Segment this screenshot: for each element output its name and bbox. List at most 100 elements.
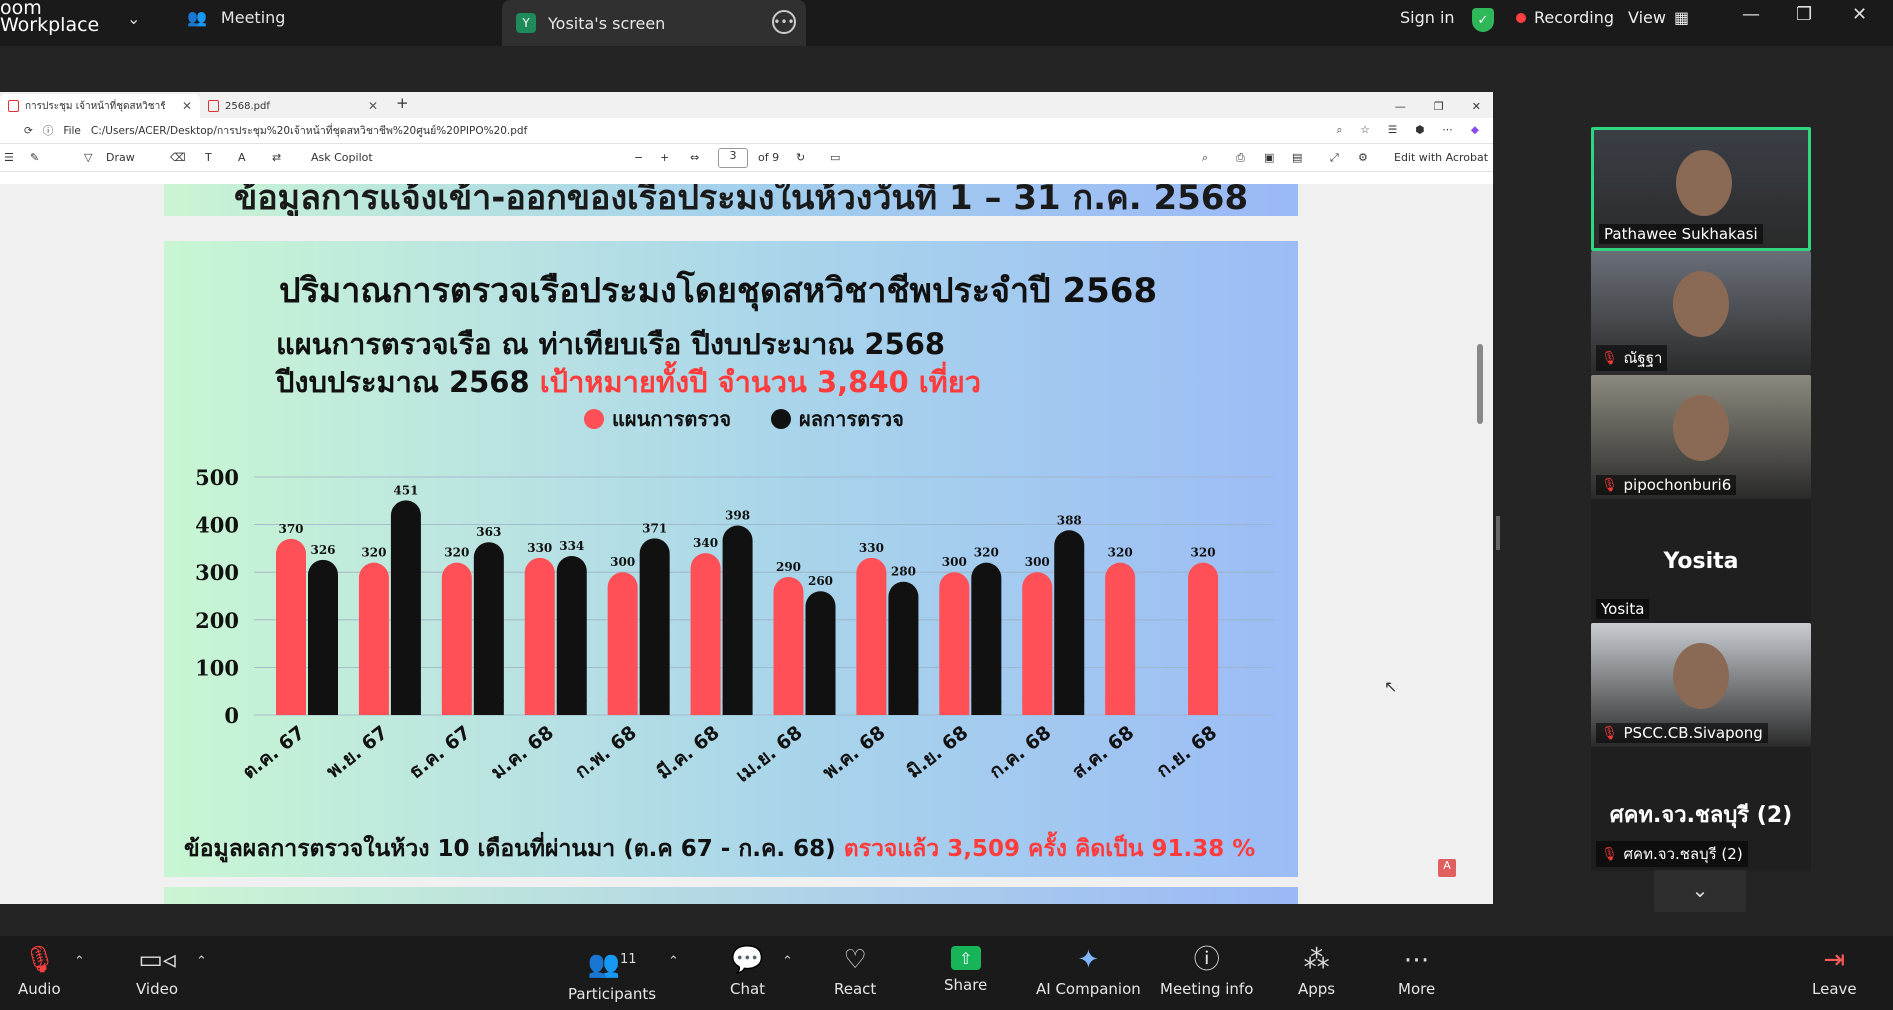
menu-icon[interactable]: ☰	[4, 151, 14, 164]
bar-base	[473, 700, 504, 715]
page-number-input[interactable]: 3	[718, 148, 748, 168]
browser-close-icon[interactable]: ✕	[1471, 99, 1481, 113]
save-as-icon[interactable]: ▤	[1292, 151, 1303, 164]
video-button[interactable]: ▭◃ Video	[136, 946, 178, 998]
mic-muted-icon: 🎙	[1601, 477, 1618, 493]
share-button[interactable]: ⇧ Share	[944, 946, 987, 994]
favorites-icon[interactable]: ☰	[1387, 124, 1398, 136]
acrobat-icon[interactable]: A	[1438, 859, 1456, 877]
apps-button[interactable]: ⁂ Apps	[1298, 946, 1335, 998]
edit-with-acrobat-button[interactable]: Edit with Acrobat	[1394, 151, 1489, 164]
chat-options-chevron-icon[interactable]: ⌃	[782, 954, 793, 969]
panel-resize-handle[interactable]	[1496, 516, 1500, 550]
bar-result	[971, 562, 1002, 715]
zoom-icon[interactable]: ⌕	[1336, 124, 1343, 136]
address-bar[interactable]: ⟳ ⓘ File C:/Users/ACER/Desktop/การประชุม…	[0, 118, 1493, 144]
search-icon[interactable]: ⌕	[1202, 150, 1209, 164]
fullscreen-icon[interactable]: ⤢	[1330, 150, 1339, 164]
participant-face	[1673, 395, 1729, 461]
new-tab-icon[interactable]: +	[396, 94, 409, 112]
rotate-icon[interactable]: ↻	[796, 151, 806, 164]
participants-options-chevron-icon[interactable]: ⌃	[668, 954, 679, 969]
participant-tile[interactable]: Yosita Yosita	[1591, 499, 1811, 623]
audio-options-chevron-icon[interactable]: ⌃	[74, 954, 85, 969]
ask-copilot-button[interactable]: Ask Copilot	[311, 151, 373, 164]
browser-minimize-icon[interactable]: —	[1394, 99, 1406, 113]
participant-tile[interactable]: Pathawee Sukhakasi	[1591, 127, 1811, 251]
copilot-icon[interactable]: ◆	[1470, 124, 1479, 136]
video-options-chevron-icon[interactable]: ⌃	[196, 954, 207, 969]
settings-gear-icon[interactable]: ⚙	[1358, 151, 1368, 164]
bar-result	[805, 591, 836, 715]
tab-label: 2568.pdf	[225, 100, 270, 112]
close-tab-icon[interactable]: ✕	[181, 99, 192, 113]
meeting-menu[interactable]: 👥 Meeting	[187, 8, 285, 27]
bar-base	[1188, 700, 1219, 715]
ai-companion-button[interactable]: ✦ AI Companion	[1036, 946, 1141, 998]
text-box-icon[interactable]: T	[205, 151, 212, 164]
draw-icon[interactable]: ▽	[84, 151, 93, 164]
audio-button[interactable]: 🎙 Audio	[18, 946, 61, 998]
scrollbar-thumb[interactable]	[1477, 344, 1483, 424]
slide-title: ปริมาณการตรวจเรือประมงโดยชุดสหวิชาชีพประ…	[279, 271, 1158, 311]
shared-screen-tab[interactable]: Y Yosita's screen •••	[502, 0, 806, 46]
sign-in-button[interactable]: Sign in	[1400, 8, 1455, 27]
participant-tile[interactable]: ศคท.จว.ชลบุรี (2) 🎙 ศคท.จว.ชลบุรี (2)	[1591, 747, 1811, 871]
data-label: 280	[891, 565, 916, 579]
close-tab-icon[interactable]: ✕	[367, 99, 378, 113]
address-url[interactable]: C:/Users/ACER/Desktop/การประชุม%20เจ้าหน…	[90, 125, 528, 137]
browser-tab-active[interactable]: การประชุม เจ้าหน้าที่ชุดสหวิชาชีพ ศูนย์ …	[0, 94, 200, 118]
footnote-text: ข้อมูลผลการตรวจในห้วง 10 เดือนที่ผ่านมา …	[184, 836, 844, 862]
data-label: 320	[1191, 546, 1216, 560]
highlight-icon[interactable]: ✎	[30, 151, 40, 164]
participants-button[interactable]: 👥11 Participants	[568, 946, 656, 1003]
bar-plan	[358, 562, 389, 715]
security-shield-icon[interactable]: ✓	[1472, 8, 1494, 32]
participant-tile[interactable]: 🎙 ณัฐฐา	[1591, 251, 1811, 375]
translate-icon[interactable]: ⇄	[272, 151, 282, 164]
pdf-viewer[interactable]: ข้อมูลการแจ้งเข้า-ออกของเรือประมงในห้วงว…	[0, 184, 1493, 904]
page-view-icon[interactable]: ▭	[830, 151, 841, 164]
zoom-in-icon[interactable]: +	[660, 151, 670, 164]
browser-tab-strip: การประชุม เจ้าหน้าที่ชุดสหวิชาชีพ ศูนย์ …	[0, 92, 1493, 118]
zoom-out-icon[interactable]: −	[634, 151, 644, 164]
browser-restore-icon[interactable]: ❐	[1433, 99, 1444, 113]
participant-name: ณัฐฐา	[1623, 349, 1663, 367]
mouse-cursor-icon: ↖	[1384, 677, 1398, 696]
vertical-scrollbar[interactable]	[1477, 184, 1485, 904]
y-tick-label: 100	[195, 655, 239, 680]
leave-button[interactable]: ⇥ Leave	[1812, 946, 1857, 998]
more-button[interactable]: ⋯ More	[1398, 946, 1435, 998]
close-icon[interactable]: ✕	[1852, 4, 1868, 25]
participant-tile[interactable]: 🎙 pipochonburi6	[1591, 375, 1811, 499]
browser-tab[interactable]: 2568.pdf ✕	[200, 94, 386, 118]
minimize-icon[interactable]: —	[1742, 4, 1760, 25]
bar-base	[441, 700, 472, 715]
draw-button[interactable]: Draw	[106, 151, 135, 164]
chat-button[interactable]: 💬 Chat	[730, 946, 765, 998]
read-aloud-icon[interactable]: A	[238, 151, 246, 164]
participant-face	[1673, 271, 1729, 337]
react-button[interactable]: ♡ React	[834, 946, 876, 998]
legend-plan: แผนการตรวจ	[584, 403, 731, 435]
participant-display-name: Yosita	[1663, 549, 1739, 574]
print-icon[interactable]: ⎙	[1236, 150, 1245, 164]
more-options-icon[interactable]: •••	[772, 10, 796, 34]
legend-plan-label: แผนการตรวจ	[612, 407, 732, 431]
x-tick-label: พ.ค. 68	[819, 722, 890, 784]
participant-face	[1673, 643, 1729, 709]
favorite-star-icon[interactable]: ☆	[1360, 124, 1370, 136]
participant-tile[interactable]: 🎙 PSCC.CB.Sivapong	[1591, 623, 1811, 747]
more-icon[interactable]: ⋯	[1442, 124, 1453, 136]
chevron-down-icon[interactable]: ⌄	[127, 9, 141, 28]
restore-icon[interactable]: ❐	[1796, 4, 1813, 25]
gallery-scroll-down-icon[interactable]: ⌄	[1654, 870, 1746, 912]
recording-indicator[interactable]: Recording	[1516, 8, 1614, 27]
view-button[interactable]: View ▦	[1628, 8, 1689, 27]
extensions-icon[interactable]: ⬢	[1415, 124, 1425, 136]
refresh-icon[interactable]: ⟳	[24, 124, 33, 137]
fit-page-icon[interactable]: ⇔	[690, 151, 700, 164]
meeting-info-button[interactable]: ⓘ Meeting info	[1160, 946, 1253, 998]
save-icon[interactable]: ▣	[1264, 151, 1275, 164]
eraser-icon[interactable]: ⌫	[170, 151, 186, 164]
